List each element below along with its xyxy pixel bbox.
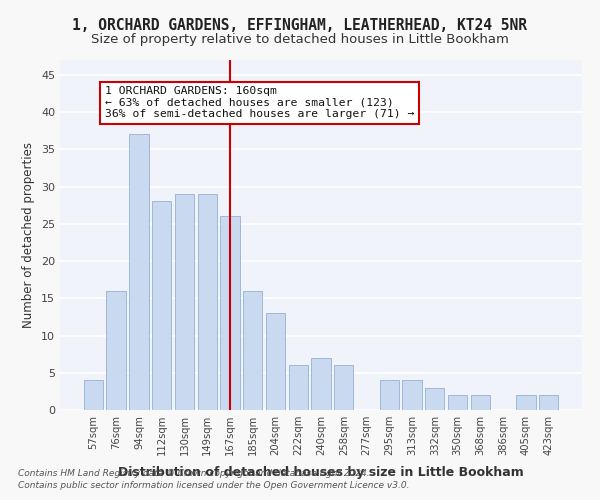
Bar <box>152 202 172 410</box>
Bar <box>448 395 467 410</box>
Bar <box>425 388 445 410</box>
X-axis label: Distribution of detached houses by size in Little Bookham: Distribution of detached houses by size … <box>118 466 524 479</box>
Bar <box>470 395 490 410</box>
Bar <box>334 366 353 410</box>
Text: 1, ORCHARD GARDENS, EFFINGHAM, LEATHERHEAD, KT24 5NR: 1, ORCHARD GARDENS, EFFINGHAM, LEATHERHE… <box>73 18 527 32</box>
Bar <box>243 291 262 410</box>
Text: 1 ORCHARD GARDENS: 160sqm
← 63% of detached houses are smaller (123)
36% of semi: 1 ORCHARD GARDENS: 160sqm ← 63% of detac… <box>105 86 414 120</box>
Bar <box>197 194 217 410</box>
Bar <box>84 380 103 410</box>
Bar <box>311 358 331 410</box>
Bar <box>289 366 308 410</box>
Bar <box>129 134 149 410</box>
Bar <box>175 194 194 410</box>
Text: Contains public sector information licensed under the Open Government Licence v3: Contains public sector information licen… <box>18 481 409 490</box>
Bar <box>266 313 285 410</box>
Text: Size of property relative to detached houses in Little Bookham: Size of property relative to detached ho… <box>91 32 509 46</box>
Bar <box>380 380 399 410</box>
Bar <box>403 380 422 410</box>
Y-axis label: Number of detached properties: Number of detached properties <box>22 142 35 328</box>
Text: Contains HM Land Registry data © Crown copyright and database right 2024.: Contains HM Land Registry data © Crown c… <box>18 468 370 477</box>
Bar <box>220 216 239 410</box>
Bar <box>516 395 536 410</box>
Bar <box>106 291 126 410</box>
Bar <box>539 395 558 410</box>
